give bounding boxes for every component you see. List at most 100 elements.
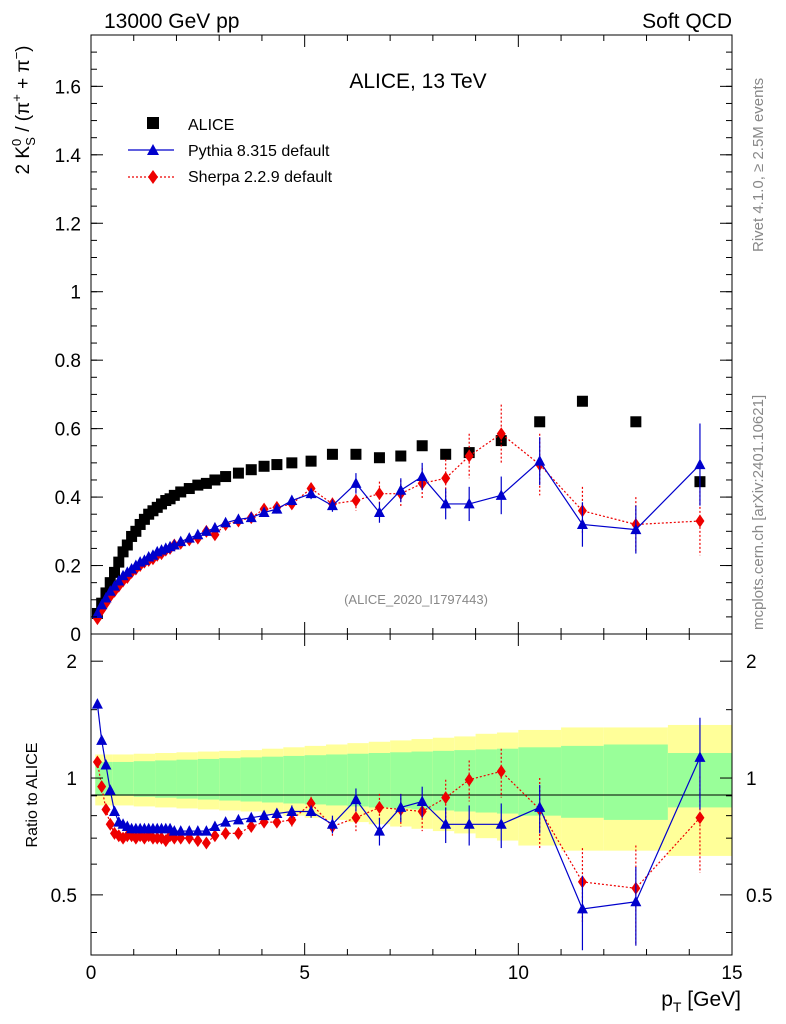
sherpa-point — [496, 427, 506, 441]
ratio-pythia-point — [630, 895, 642, 907]
ratio-pythia-point — [373, 825, 385, 836]
ratio-panel-frame — [90, 633, 733, 956]
y-tick-label: 1.4 — [55, 146, 82, 167]
sherpa-point — [374, 487, 384, 501]
pythia-point — [694, 458, 706, 470]
pythia-point — [373, 506, 385, 517]
ratio-pythia-point — [305, 805, 317, 816]
watermark: (ALICE_2020_I1797443) — [344, 592, 488, 607]
header-left: 13000 GeV pp — [104, 10, 239, 33]
ratio-pythia-point — [91, 698, 103, 709]
x-tick-label: 5 — [299, 963, 310, 984]
pythia-point — [100, 592, 112, 603]
mcplots-label: mcplots.cern.ch [arXiv:2401.10621] — [750, 395, 767, 630]
pythia-point — [96, 598, 108, 610]
alice-point — [258, 460, 270, 472]
alice-point — [373, 452, 385, 464]
ratio-pythia-point — [350, 793, 362, 805]
pythia-point — [395, 484, 407, 495]
ratio-pythia-point — [245, 811, 257, 823]
y-tick-label: 0.4 — [55, 488, 82, 509]
ratio-pythia-point — [694, 751, 706, 762]
alice-point — [534, 416, 546, 428]
ratio-sherpa-point — [441, 791, 451, 805]
legend: ALICE Pythia 8.315 default Sherpa 2.2.9 … — [128, 117, 333, 186]
pythia-point — [232, 513, 244, 524]
ratio-band-inner — [326, 754, 348, 806]
ratio-pythia-point — [96, 734, 108, 745]
ratio-sherpa-point — [246, 820, 256, 834]
ratio-pythia-point — [326, 818, 338, 829]
ratio-sherpa-point — [201, 836, 211, 850]
pythia-point — [209, 521, 221, 533]
pythia-point — [630, 523, 642, 535]
ratio-band-inner — [219, 758, 241, 801]
alice-point — [350, 448, 362, 460]
ratio-y-tick-label: 1 — [66, 769, 77, 790]
alice-point — [440, 448, 452, 460]
ratio-pythia-point — [183, 825, 195, 836]
ratio-sherpa-point — [695, 811, 705, 825]
pythia-point — [495, 489, 507, 500]
legend-sherpa-marker — [148, 170, 158, 184]
ratio-band-inner — [304, 755, 327, 805]
y-axis-label: 2 K0S / (π+ + π−) — [9, 46, 38, 175]
ratio-sherpa-point — [272, 815, 282, 829]
alice-point — [416, 440, 428, 452]
alice-point — [117, 546, 129, 558]
legend-pythia-marker — [147, 144, 159, 155]
y-tick-label: 0.6 — [55, 420, 81, 441]
pythia-point — [286, 494, 298, 506]
ratio-band-inner — [155, 760, 177, 798]
pythia-point — [220, 516, 232, 528]
ratio-sherpa-point — [496, 764, 506, 778]
y-tick-label: 1.2 — [55, 214, 81, 235]
y-tick-label: 0.2 — [55, 557, 81, 578]
chart-title: ALICE, 13 TeV — [349, 70, 486, 93]
pythia-point — [271, 503, 283, 514]
pythia-point — [463, 497, 475, 509]
y-tick-label: 1 — [70, 283, 81, 304]
ratio-band-inner — [496, 748, 519, 814]
ratio-sherpa-point — [101, 802, 111, 816]
ratio-y-axis-label: Ratio to ALICE — [24, 743, 41, 848]
ratio-band-inner — [133, 761, 156, 797]
alice-point — [121, 539, 133, 551]
ratio-band-inner — [432, 750, 455, 811]
alice-point — [326, 448, 338, 460]
ratio-sherpa-point — [464, 773, 474, 787]
ratio-sherpa-point — [287, 813, 297, 827]
legend-pythia-label: Pythia 8.315 default — [188, 143, 330, 160]
x-tick-label: 10 — [508, 963, 529, 984]
sherpa-point — [464, 449, 474, 463]
ratio-y-tick-label-right: 0.5 — [746, 886, 772, 907]
ratio-pythia-point — [104, 784, 116, 795]
ratio-band-inner — [561, 745, 604, 818]
ratio-pythia-point — [395, 801, 407, 812]
ratio-pythia-point — [192, 825, 204, 836]
y-tick-label: 0.8 — [55, 351, 81, 372]
ratio-band-inner — [261, 756, 284, 803]
alice-point — [220, 471, 232, 483]
ratio-pythia-point — [220, 816, 232, 827]
pythia-point — [350, 477, 362, 488]
ratio-pythia-point — [271, 807, 283, 819]
ratio-y-tick-label: 2 — [66, 652, 77, 673]
pythia-point — [576, 518, 588, 529]
ratio-band-inner — [283, 755, 305, 804]
ratio-sherpa-point — [105, 817, 115, 831]
ratio-sherpa-point — [97, 780, 107, 794]
header-right: Soft QCD — [642, 10, 732, 33]
alice-point — [130, 525, 142, 537]
alice-point — [271, 459, 283, 471]
legend-alice-marker — [147, 117, 159, 129]
alice-point — [576, 395, 588, 407]
pythia-point — [245, 511, 257, 523]
pythia-point — [305, 487, 317, 499]
legend-alice-label: ALICE — [188, 117, 234, 134]
pythia-point — [326, 499, 338, 511]
ratio-sherpa-point — [193, 834, 203, 848]
ratio-band-inner — [390, 752, 412, 809]
alice-point — [395, 450, 407, 462]
